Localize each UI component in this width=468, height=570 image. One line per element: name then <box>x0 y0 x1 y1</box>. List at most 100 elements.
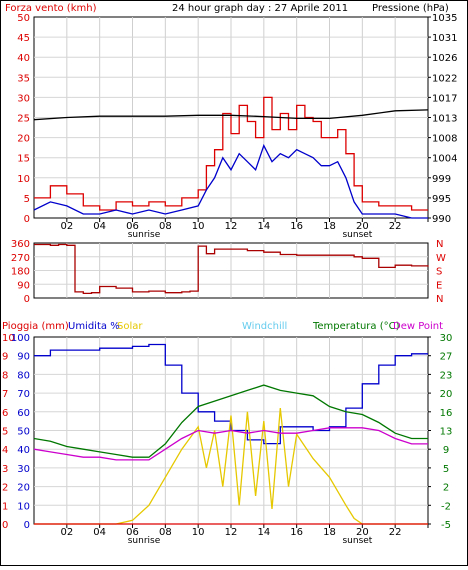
direction-y-tick-label: 180 <box>11 267 30 278</box>
wind-y-tick-label: 0 <box>24 214 30 225</box>
pressure-y-tick-label: 1008 <box>432 134 457 145</box>
temp-y-tick-label: -2 <box>441 501 451 512</box>
x-tick-label: 20 <box>356 527 369 538</box>
x-tick-label: 02 <box>60 527 73 538</box>
humidity-y-tick-label: 30 <box>17 464 30 475</box>
wind-gust-line <box>34 96 428 211</box>
legend-solar: Solar <box>117 321 143 332</box>
humidity-y-tick-label: 90 <box>17 352 30 363</box>
rain-y-tick-label: 4 <box>2 445 8 456</box>
pressure-y-tick-label: 1035 <box>432 13 457 24</box>
wind-y-tick-label: 50 <box>17 13 30 24</box>
direction-y-tick-label: 90 <box>17 280 30 291</box>
humidity-y-tick-label: 0 <box>24 520 30 531</box>
temp-y-tick-label: 20 <box>440 389 453 400</box>
temp-y-tick-label: 27 <box>440 352 453 363</box>
x-tick-label: 14 <box>257 221 270 232</box>
humidity-y-tick-label: 20 <box>17 483 30 494</box>
sunset-label: sunset <box>342 230 372 240</box>
x-tick-label: 22 <box>389 221 402 232</box>
pressure-axis-title: Pressione (hPa) <box>372 3 449 14</box>
x-tick-label: 06 <box>126 221 139 232</box>
x-tick-label: 12 <box>225 221 238 232</box>
direction-y-tick-label: 360 <box>11 239 30 250</box>
humidity-y-tick-label: 10 <box>17 501 30 512</box>
rain-y-tick-label: 7 <box>2 389 8 400</box>
sunset-label: sunset <box>342 536 372 546</box>
temp-y-tick-label: 23 <box>440 370 453 381</box>
x-tick-label: 16 <box>290 221 303 232</box>
rain-y-tick-label: 1 <box>2 501 8 512</box>
wind-direction-line <box>34 243 429 295</box>
temp-y-tick-label: -5 <box>441 520 451 531</box>
humidity-line <box>34 343 428 445</box>
wind-y-tick-label: 45 <box>17 33 30 44</box>
legend-temperature: Temperatura (°C) <box>312 321 400 332</box>
temp-y-tick-label: 5 <box>443 464 449 475</box>
wind-y-tick-label: 35 <box>17 73 30 84</box>
wind-y-tick-label: 30 <box>17 93 30 104</box>
wind-y-tick-label: 25 <box>17 114 30 125</box>
chart-title: 24 hour graph day : 27 Aprile 2011 <box>172 3 348 14</box>
humidity-y-tick-label: 50 <box>17 427 30 438</box>
wind-pressure-panel: 0510152025303540455099099599910041008101… <box>17 13 457 240</box>
humidity-y-tick-label: 60 <box>17 408 30 419</box>
temp-y-tick-label: 2 <box>443 483 449 494</box>
temp-y-tick-label: 13 <box>440 427 453 438</box>
x-tick-label: 14 <box>257 527 270 538</box>
legend-dewpoint: Dew Point <box>393 321 443 332</box>
pressure-y-tick-label: 1022 <box>432 73 457 84</box>
pressure-y-tick-label: 1017 <box>432 93 457 104</box>
wind-speed-line <box>33 143 428 219</box>
direction-y-tick-label: 270 <box>11 253 30 264</box>
temp-y-tick-label: 16 <box>440 408 453 419</box>
compass-label: E <box>436 280 442 291</box>
legend-windchill: Windchill <box>242 321 287 332</box>
sunrise-label: sunrise <box>128 230 161 240</box>
x-tick-label: 10 <box>192 221 205 232</box>
temp-y-tick-label: 9 <box>443 445 449 456</box>
temp-humidity-panel: 0 0 -51 10 -22 20 23 30 54 40 95 50 136 60 167 70 208 80 2… <box>2 333 452 546</box>
humidity-y-tick-label: 80 <box>17 370 30 381</box>
wind-y-tick-label: 5 <box>24 194 30 205</box>
rain-y-tick-label: 5 <box>2 427 8 438</box>
x-tick-label: 10 <box>192 527 205 538</box>
x-tick-label: 06 <box>126 527 139 538</box>
pressure-y-tick-label: 1004 <box>432 154 457 165</box>
rain-y-tick-label: 6 <box>2 408 8 419</box>
compass-label: N <box>436 239 443 250</box>
x-tick-label: 08 <box>159 527 172 538</box>
humidity-y-tick-label: 100 <box>11 333 30 344</box>
legend-rain: Pioggia (mm) <box>2 321 69 332</box>
rain-y-tick-label: 8 <box>2 370 8 381</box>
x-tick-label: 20 <box>356 221 369 232</box>
legend-humidity: Umidita % <box>68 321 120 332</box>
wind-y-tick-label: 15 <box>17 154 30 165</box>
rain-y-tick-label: 9 <box>2 352 8 363</box>
x-tick-label: 18 <box>323 221 336 232</box>
solar-line <box>34 408 428 525</box>
x-tick-label: 16 <box>290 527 303 538</box>
humidity-y-tick-label: 70 <box>17 389 30 400</box>
x-tick-label: 18 <box>323 527 336 538</box>
compass-label: N <box>436 294 443 305</box>
compass-label: W <box>436 253 446 264</box>
wind-y-tick-label: 20 <box>17 134 30 145</box>
dewpoint-line <box>33 427 428 461</box>
pressure-y-tick-label: 1013 <box>432 114 457 125</box>
x-tick-label: 04 <box>93 527 106 538</box>
wind-y-tick-label: 10 <box>17 174 30 185</box>
pressure-y-tick-label: 999 <box>432 174 451 185</box>
pressure-y-tick-label: 1026 <box>432 53 457 64</box>
temp-y-tick-label: 30 <box>440 333 453 344</box>
rain-y-tick-label: 3 <box>2 464 8 475</box>
direction-y-tick-label: 0 <box>24 294 30 305</box>
x-tick-label: 04 <box>93 221 106 232</box>
pressure-y-tick-label: 995 <box>432 194 451 205</box>
x-tick-label: 08 <box>159 221 172 232</box>
humidity-y-tick-label: 40 <box>17 445 30 456</box>
pressure-y-tick-label: 1031 <box>432 33 457 44</box>
